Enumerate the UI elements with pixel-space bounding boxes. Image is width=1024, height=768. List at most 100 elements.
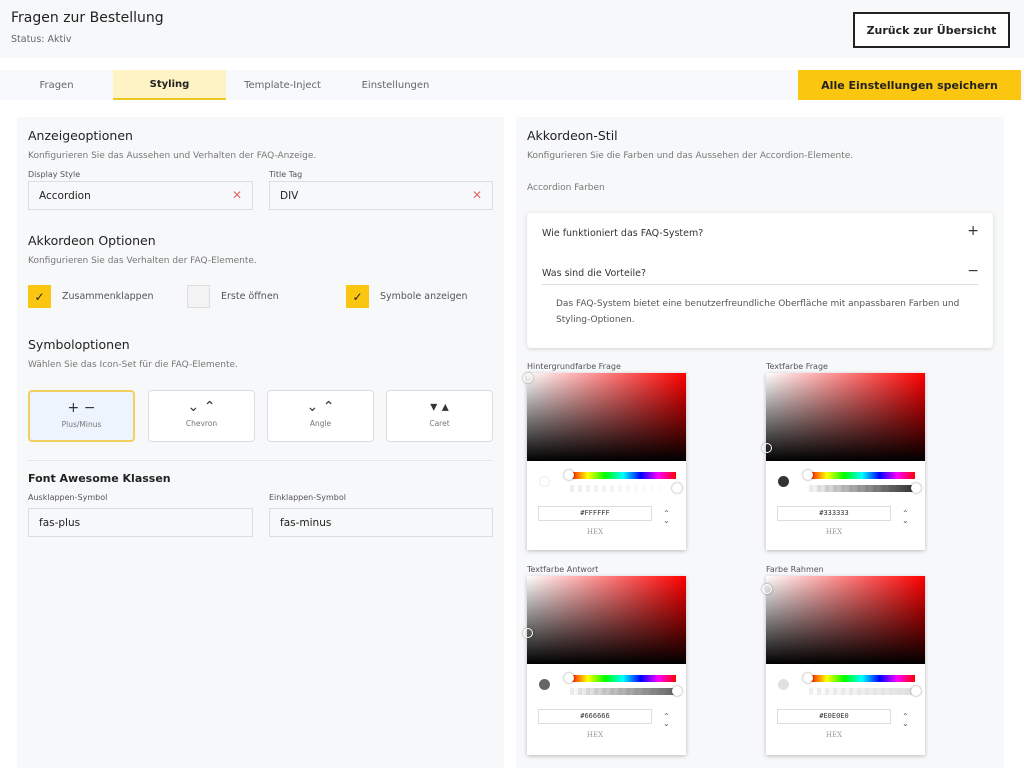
page-title: Fragen zur Bestellung bbox=[11, 10, 164, 26]
checkbox-label: Erste öffnen bbox=[221, 291, 279, 302]
color-picker: #333333 ⌃ ⌄ HEX bbox=[762, 373, 925, 550]
preview-answer: Das FAQ-System bietet eine benutzerfreun… bbox=[556, 299, 960, 325]
hex-mode-label: HEX bbox=[586, 528, 604, 536]
title-tag-label: Title Tag bbox=[269, 170, 303, 179]
symbol-options-desc: Wählen Sie das Icon-Set für die FAQ-Elem… bbox=[28, 360, 238, 370]
display-style-label: Display Style bbox=[28, 170, 81, 179]
display-style-select[interactable]: Accordion ✕ bbox=[28, 181, 253, 210]
saturation-handle[interactable] bbox=[762, 443, 772, 453]
preview-question-2[interactable]: Was sind die Vorteile? bbox=[542, 268, 646, 279]
hue-slider[interactable] bbox=[564, 673, 676, 683]
color-swatch bbox=[778, 679, 789, 690]
divider bbox=[542, 284, 978, 285]
save-all-button[interactable]: Alle Einstellungen speichern bbox=[798, 70, 1021, 100]
color-swatch bbox=[539, 476, 550, 487]
picker-label: Hintergrundfarbe Frage bbox=[527, 362, 621, 371]
hex-input[interactable]: #FFFFFF bbox=[538, 506, 652, 521]
checkbox-erste-oeffnen[interactable] bbox=[187, 285, 210, 308]
back-button[interactable]: Zurück zur Übersicht bbox=[853, 12, 1010, 48]
accordion-style-title: Akkordeon-Stil bbox=[527, 128, 618, 143]
color-picker: #E0E0E0 ⌃ ⌄ HEX bbox=[762, 576, 925, 755]
checkbox-label: Symbole anzeigen bbox=[380, 291, 468, 302]
mode-toggle-icon[interactable]: ⌃ ⌄ bbox=[902, 509, 909, 525]
tab-styling[interactable]: Styling bbox=[113, 70, 226, 100]
saturation-area[interactable] bbox=[523, 576, 686, 664]
hue-handle[interactable] bbox=[803, 470, 813, 480]
check-icon: ✓ bbox=[34, 289, 45, 304]
alpha-slider[interactable] bbox=[809, 686, 921, 696]
alpha-slider[interactable] bbox=[809, 483, 921, 493]
alpha-handle[interactable] bbox=[911, 483, 921, 493]
icon-set-name: Plus/Minus bbox=[61, 420, 102, 429]
saturation-handle[interactable] bbox=[523, 373, 533, 383]
icon-set-chevron[interactable]: ⌄ ⌃ Chevron bbox=[148, 390, 255, 442]
saturation-area[interactable] bbox=[762, 576, 925, 664]
hex-input[interactable]: #333333 bbox=[777, 506, 891, 521]
divider bbox=[28, 460, 493, 461]
chevron-icon: ⌄ ⌃ bbox=[187, 399, 216, 415]
display-options-desc: Konfigurieren Sie das Aussehen und Verha… bbox=[28, 151, 317, 161]
mode-toggle-icon[interactable]: ⌃ ⌄ bbox=[663, 509, 670, 525]
title-tag-value: DIV bbox=[280, 189, 299, 202]
hex-mode-label: HEX bbox=[825, 731, 843, 739]
hex-mode-label: HEX bbox=[825, 528, 843, 536]
display-style-value: Accordion bbox=[39, 189, 91, 202]
status-text: Status: Aktiv bbox=[11, 34, 72, 45]
icon-set-name: Chevron bbox=[185, 419, 218, 428]
collapse-symbol-label: Einklappen-Symbol bbox=[269, 493, 346, 502]
minus-icon[interactable]: − bbox=[967, 263, 979, 279]
tab-fragen[interactable]: Fragen bbox=[39, 79, 74, 91]
hue-handle[interactable] bbox=[564, 673, 574, 683]
hue-slider[interactable] bbox=[803, 470, 915, 480]
saturation-area[interactable] bbox=[762, 373, 925, 461]
checkbox-label: Zusammenklappen bbox=[62, 291, 154, 302]
accordion-options-title: Akkordeon Optionen bbox=[28, 233, 156, 248]
alpha-handle[interactable] bbox=[672, 483, 682, 493]
title-tag-select[interactable]: DIV ✕ bbox=[269, 181, 493, 210]
mode-toggle-icon[interactable]: ⌃ ⌄ bbox=[902, 712, 909, 728]
icon-set-name: Angle bbox=[309, 419, 332, 428]
collapse-symbol-input[interactable]: fas-minus bbox=[269, 508, 493, 537]
hue-slider[interactable] bbox=[564, 470, 676, 480]
alpha-handle[interactable] bbox=[911, 686, 921, 696]
hex-input[interactable]: #E0E0E0 bbox=[777, 709, 891, 724]
clear-icon[interactable]: ✕ bbox=[231, 188, 242, 202]
accordion-style-desc: Konfigurieren Sie die Farben und das Aus… bbox=[527, 151, 854, 161]
plus-icon[interactable]: + bbox=[967, 223, 979, 239]
hex-input[interactable]: #666666 bbox=[538, 709, 652, 724]
saturation-handle[interactable] bbox=[523, 628, 533, 638]
alpha-handle[interactable] bbox=[672, 686, 682, 696]
icon-set-angle[interactable]: ⌄ ⌃ Angle bbox=[267, 390, 374, 442]
caret-icon: ▾ ▴ bbox=[430, 399, 449, 415]
mode-toggle-icon[interactable]: ⌃ ⌄ bbox=[663, 712, 670, 728]
hue-slider[interactable] bbox=[803, 673, 915, 683]
picker-label: Textfarbe Frage bbox=[766, 362, 828, 371]
hex-mode-label: HEX bbox=[586, 731, 604, 739]
picker-label: Farbe Rahmen bbox=[766, 565, 824, 574]
preview-question-1[interactable]: Wie funktioniert das FAQ-System? bbox=[542, 228, 704, 239]
accordion-preview: Wie funktioniert das FAQ-System? + Was s… bbox=[527, 213, 993, 348]
clear-icon[interactable]: ✕ bbox=[471, 188, 482, 202]
hue-handle[interactable] bbox=[564, 470, 574, 480]
expand-symbol-label: Ausklappen-Symbol bbox=[28, 493, 108, 502]
display-options-title: Anzeigeoptionen bbox=[28, 128, 133, 143]
hue-handle[interactable] bbox=[803, 673, 813, 683]
tab-einstellungen[interactable]: Einstellungen bbox=[361, 79, 430, 91]
alpha-slider[interactable] bbox=[570, 686, 682, 696]
fa-classes-title: Font Awesome Klassen bbox=[28, 472, 171, 485]
saturation-handle[interactable] bbox=[762, 584, 772, 594]
color-picker: #666666 ⌃ ⌄ HEX bbox=[523, 576, 686, 755]
tab-template-inject[interactable]: Template-Inject bbox=[244, 79, 321, 91]
expand-symbol-input[interactable]: fas-plus bbox=[28, 508, 253, 537]
plus-minus-icon: + − bbox=[67, 400, 96, 416]
checkbox-symbole-anzeigen[interactable]: ✓ bbox=[346, 285, 369, 308]
icon-set-plus-minus[interactable]: + − Plus/Minus bbox=[28, 390, 135, 442]
icon-set-caret[interactable]: ▾ ▴ Caret bbox=[386, 390, 493, 442]
saturation-area[interactable] bbox=[523, 373, 686, 461]
color-picker: #FFFFFF ⌃ ⌄ HEX bbox=[523, 373, 686, 550]
symbol-options-title: Symboloptionen bbox=[28, 337, 130, 352]
check-icon: ✓ bbox=[352, 289, 363, 304]
checkbox-zusammenklappen[interactable]: ✓ bbox=[28, 285, 51, 308]
left-panel bbox=[17, 117, 504, 768]
alpha-slider[interactable] bbox=[570, 483, 682, 493]
